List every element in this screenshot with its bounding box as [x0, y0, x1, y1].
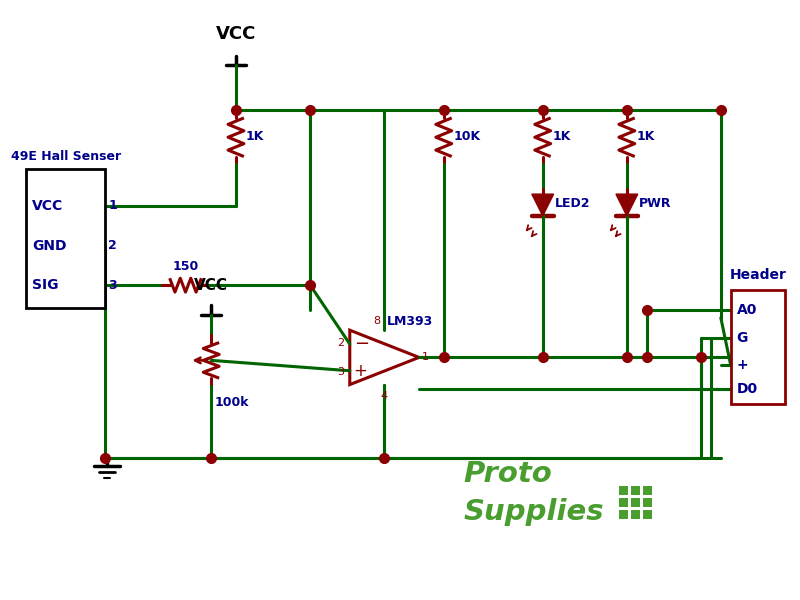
Text: 8: 8 — [374, 316, 381, 326]
Bar — [630, 498, 640, 507]
Bar — [730, 290, 785, 404]
Text: PWR: PWR — [638, 197, 671, 209]
Bar — [642, 510, 651, 518]
Text: −: − — [354, 335, 369, 353]
Text: VCC: VCC — [216, 25, 256, 43]
Text: 3: 3 — [337, 367, 344, 377]
Bar — [619, 510, 628, 518]
Text: SIG: SIG — [32, 278, 58, 292]
Text: 100k: 100k — [214, 396, 249, 409]
Text: 49E Hall Senser: 49E Hall Senser — [10, 151, 121, 163]
Text: Header: Header — [730, 268, 786, 282]
Text: +: + — [737, 358, 748, 373]
Polygon shape — [532, 194, 554, 216]
Text: VCC: VCC — [32, 199, 63, 213]
Text: GND: GND — [32, 239, 66, 253]
Bar — [619, 498, 628, 507]
Text: 1K: 1K — [246, 130, 264, 143]
Bar — [642, 498, 651, 507]
Text: G: G — [737, 331, 748, 344]
Text: 150: 150 — [172, 260, 198, 273]
Text: 1K: 1K — [553, 130, 571, 143]
Text: 1: 1 — [422, 352, 429, 362]
Text: Proto: Proto — [463, 460, 552, 488]
Text: LED2: LED2 — [554, 197, 590, 209]
Text: D0: D0 — [737, 382, 758, 396]
Text: 2: 2 — [108, 239, 117, 252]
Text: A0: A0 — [737, 303, 757, 317]
Bar — [26, 169, 106, 308]
Bar — [630, 486, 640, 495]
Polygon shape — [616, 194, 638, 216]
Text: 1K: 1K — [637, 130, 655, 143]
Bar — [642, 486, 651, 495]
Bar — [619, 486, 628, 495]
Text: 4: 4 — [381, 391, 388, 401]
Text: VCC: VCC — [194, 278, 228, 293]
Text: 2: 2 — [337, 338, 344, 348]
Text: LM393: LM393 — [386, 315, 433, 328]
Text: 1: 1 — [108, 199, 117, 212]
Text: +: + — [354, 362, 368, 380]
Text: 3: 3 — [108, 278, 117, 292]
Text: 10K: 10K — [454, 130, 481, 143]
Bar — [630, 510, 640, 518]
Text: Supplies: Supplies — [463, 497, 604, 526]
